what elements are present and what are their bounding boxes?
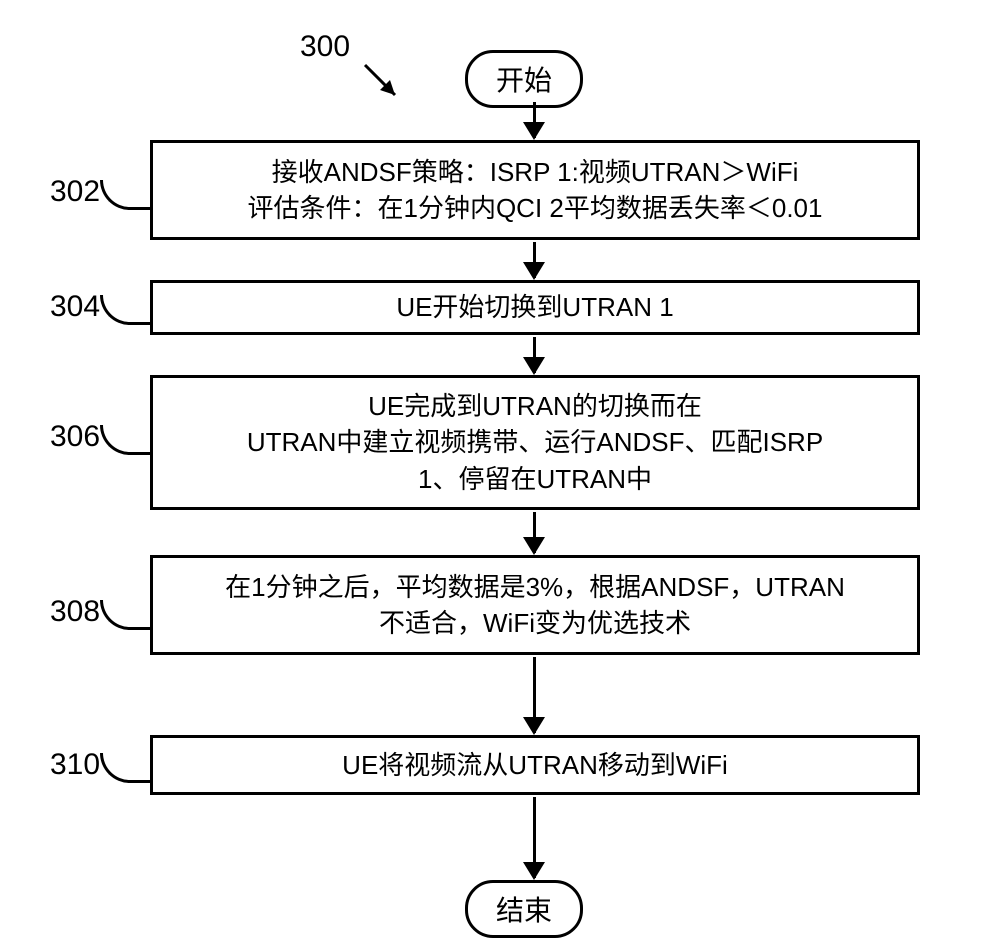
label-connector <box>100 180 150 210</box>
step-label-306: 306 <box>50 420 100 454</box>
step-label-304: 304 <box>50 290 100 324</box>
step-box-302: 接收ANDSF策略：ISRP 1:视频UTRAN＞WiFi评估条件：在1分钟内Q… <box>150 140 920 240</box>
step-text: 在1分钟之后，平均数据是3%，根据ANDSF，UTRAN <box>225 569 845 605</box>
step-text: UE将视频流从UTRAN移动到WiFi <box>342 747 728 783</box>
arrow-down <box>533 337 536 373</box>
step-box-310: UE将视频流从UTRAN移动到WiFi <box>150 735 920 795</box>
step-text: 接收ANDSF策略：ISRP 1:视频UTRAN＞WiFi <box>272 154 799 190</box>
arrow-down <box>533 102 536 138</box>
step-text: 评估条件：在1分钟内QCI 2平均数据丢失率＜0.01 <box>248 190 823 226</box>
step-label-308: 308 <box>50 595 100 629</box>
arrow-down <box>533 512 536 553</box>
label-connector <box>100 425 150 455</box>
step-text: 1、停留在UTRAN中 <box>418 461 652 497</box>
arrow-down <box>533 657 536 733</box>
step-box-306: UE完成到UTRAN的切换而在UTRAN中建立视频携带、运行ANDSF、匹配IS… <box>150 375 920 510</box>
end-terminal: 结束 <box>465 880 583 938</box>
step-box-308: 在1分钟之后，平均数据是3%，根据ANDSF，UTRAN不适合，WiFi变为优选… <box>150 555 920 655</box>
figure-label-arrow <box>360 60 410 110</box>
step-text: UTRAN中建立视频携带、运行ANDSF、匹配ISRP <box>247 424 823 460</box>
label-connector <box>100 753 150 783</box>
arrow-down <box>533 242 536 278</box>
step-text: UE完成到UTRAN的切换而在 <box>368 388 702 424</box>
label-connector <box>100 295 150 325</box>
label-connector <box>100 600 150 630</box>
figure-label: 300 <box>300 30 350 64</box>
step-label-310: 310 <box>50 748 100 782</box>
arrow-down <box>533 797 536 878</box>
step-text: UE开始切换到UTRAN 1 <box>396 289 673 325</box>
step-box-304: UE开始切换到UTRAN 1 <box>150 280 920 335</box>
step-label-302: 302 <box>50 175 100 209</box>
step-text: 不适合，WiFi变为优选技术 <box>379 605 691 641</box>
start-terminal: 开始 <box>465 50 583 108</box>
